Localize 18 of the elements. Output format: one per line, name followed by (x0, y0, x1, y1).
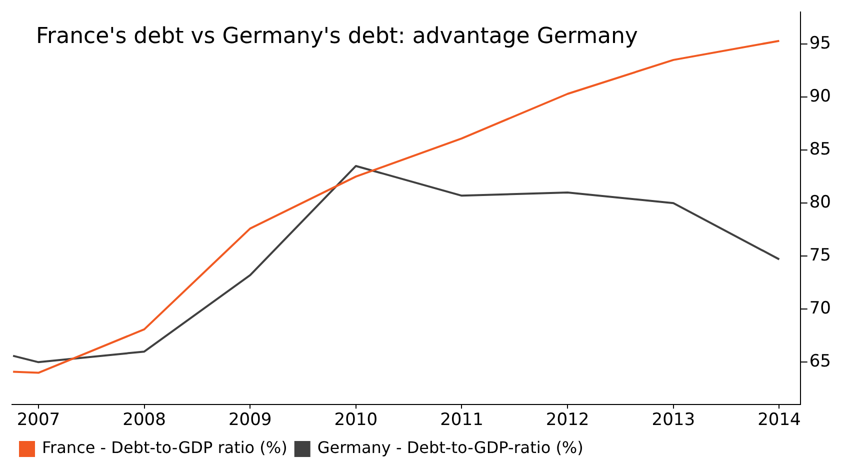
y-tick-label: 70 (809, 298, 832, 319)
y-tick-label: 75 (809, 246, 832, 266)
y-tick-label: 90 (809, 86, 832, 106)
legend-label: Germany - Debt-to-GDP-ratio (%) (317, 438, 584, 458)
y-tick-label: 65 (809, 352, 832, 372)
text: France's debt vs Germany's debt: advantage Germany (36, 24, 638, 49)
x-tick-label: 2010 (334, 410, 378, 430)
x-tick-label: 2012 (546, 410, 590, 430)
x-tick-label: 2009 (228, 410, 272, 430)
x-tick-label: 2013 (652, 410, 696, 430)
x-tick-label: 2011 (440, 410, 484, 430)
x-tick-label: 2014 (758, 410, 801, 430)
legend-label: France - Debt-to-GDP ratio (%) (42, 438, 288, 458)
y-tick-label: 85 (809, 139, 832, 160)
y-tick-label: 95 (809, 33, 832, 54)
y-tick-label: 80 (809, 192, 832, 213)
x-tick-label: 2007 (16, 410, 60, 430)
x-tick-label: 2008 (122, 410, 166, 430)
